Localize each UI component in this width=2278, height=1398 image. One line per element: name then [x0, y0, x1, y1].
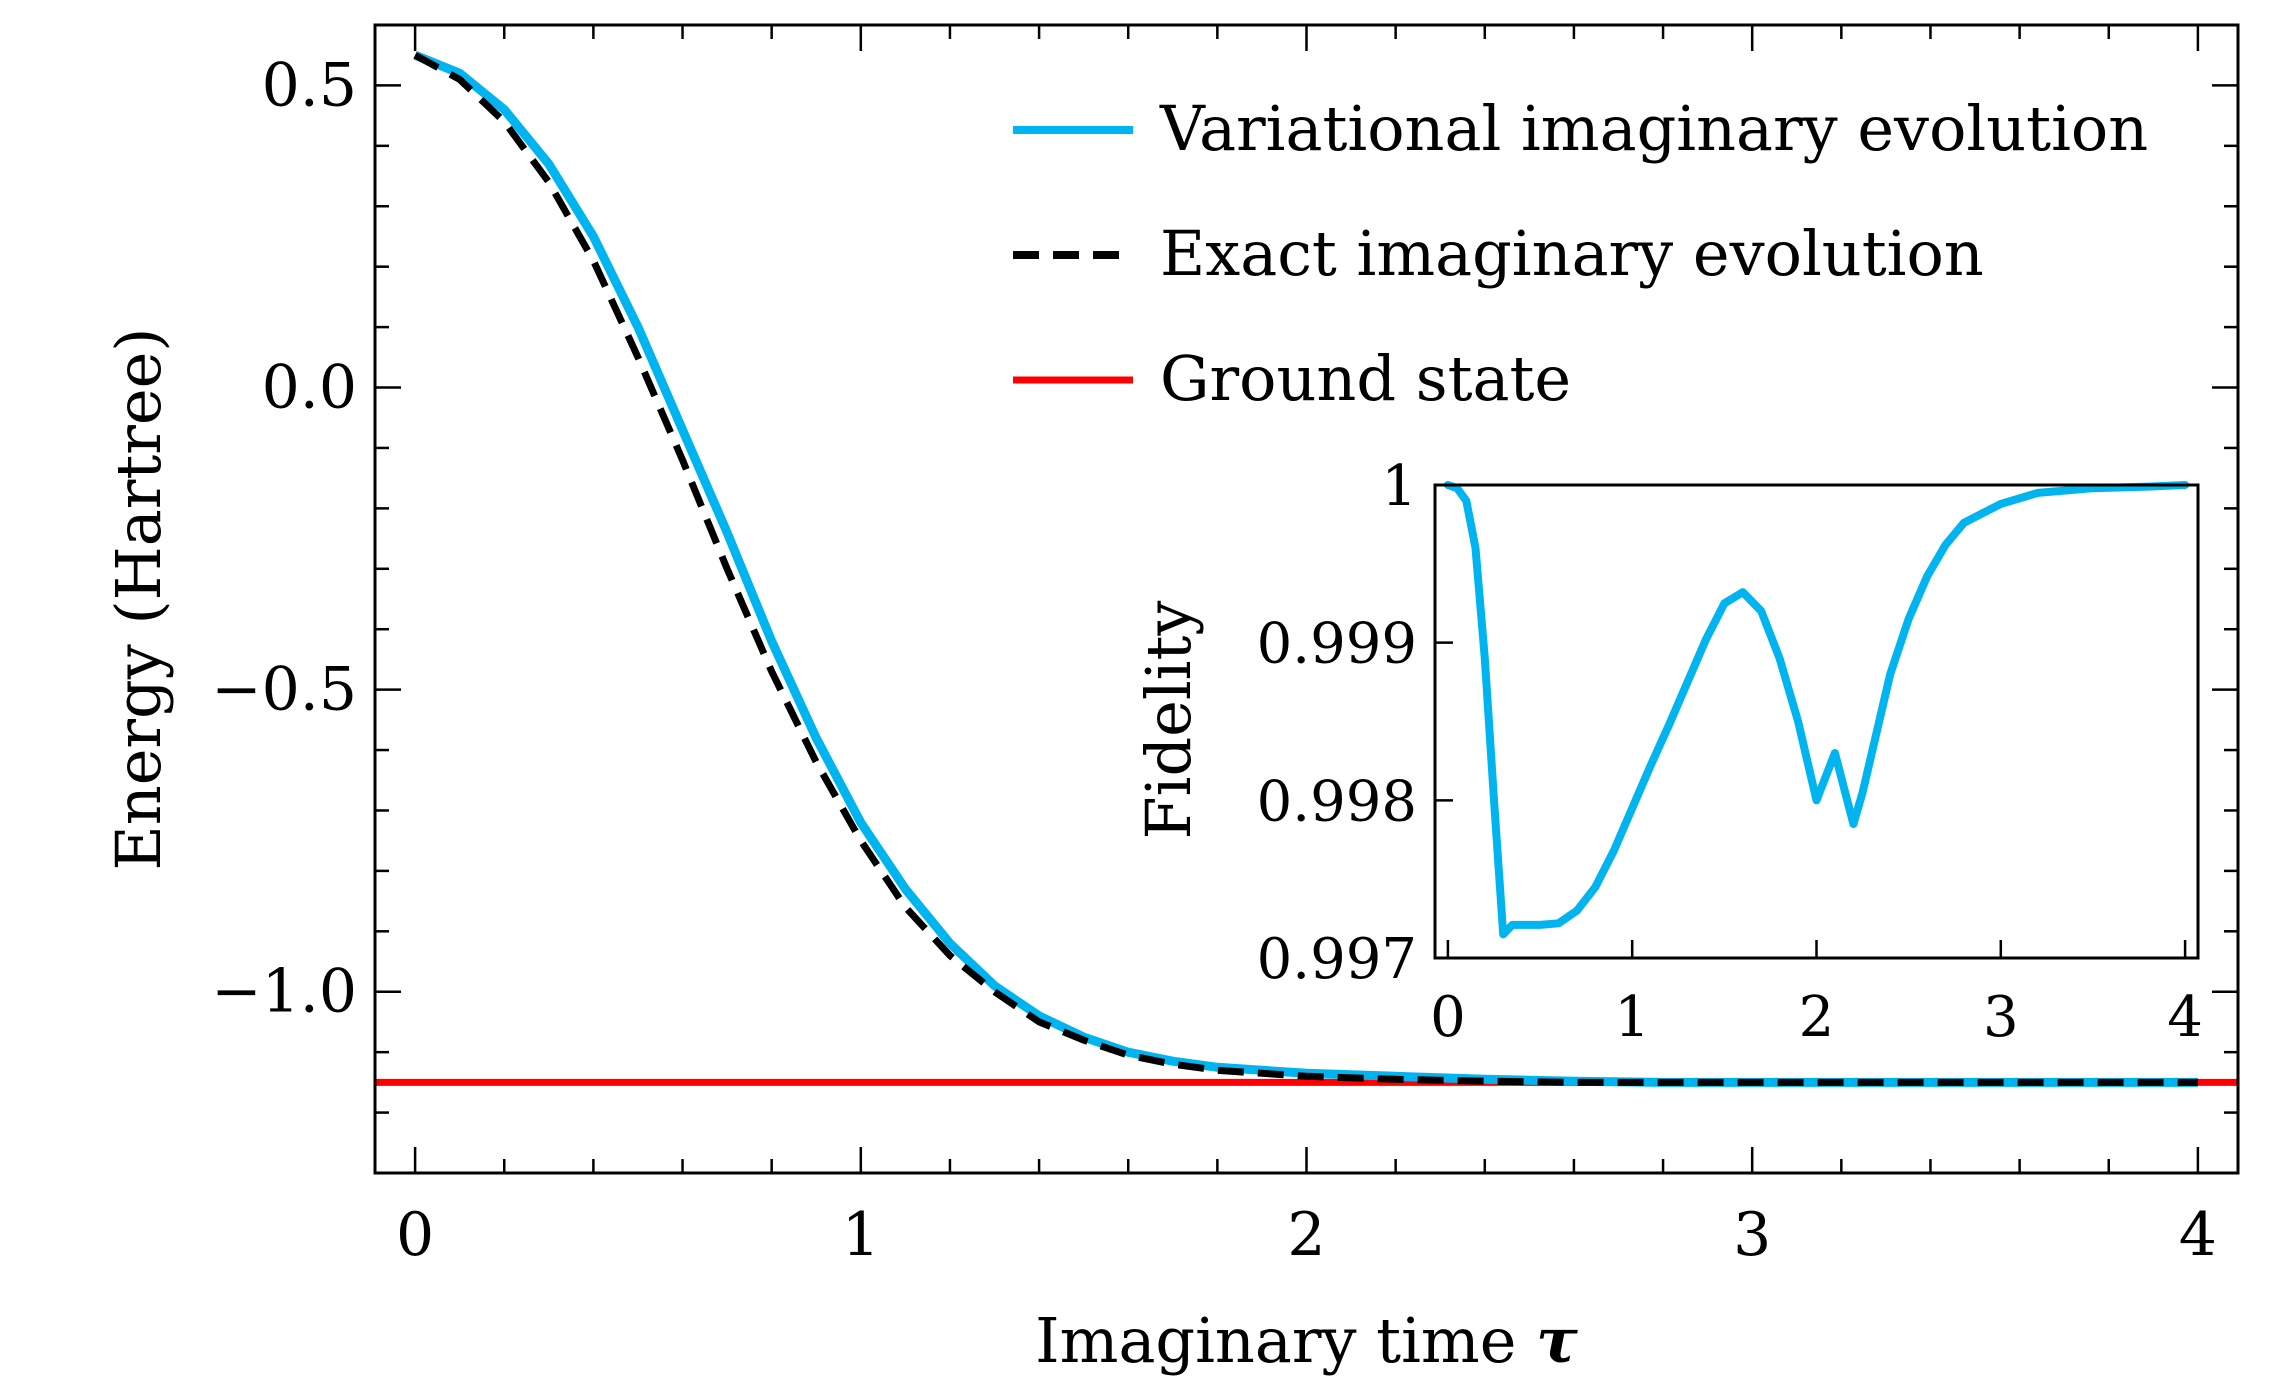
inset-y-axis-label: Fidelity: [1132, 601, 1205, 840]
legend: Variational imaginary evolution Exact ima…: [1013, 92, 2148, 415]
y-tick-label: −0.5: [211, 655, 357, 725]
inset-x-tick-label: 2: [1799, 985, 1835, 1050]
inset-y-tick-label: 0.999: [1257, 612, 1417, 677]
inset-x-tick-label: 0: [1430, 985, 1466, 1050]
legend-label-2: Ground state: [1160, 342, 1571, 415]
x-axis-symbol: τ: [1536, 1304, 1578, 1377]
legend-label-0: Variational imaginary evolution: [1159, 92, 2148, 165]
x-tick-label: 3: [1733, 1200, 1771, 1270]
x-axis-label: Imaginary time τ: [1035, 1304, 1578, 1377]
inset-x-tick-label: 1: [1614, 985, 1650, 1050]
x-axis-label-text: Imaginary time: [1035, 1304, 1536, 1377]
x-tick-label: 0: [396, 1200, 434, 1270]
legend-label-1: Exact imaginary evolution: [1160, 217, 1984, 290]
inset-y-tick-label: 0.998: [1257, 769, 1417, 834]
y-tick-label: 0.0: [262, 353, 357, 423]
inset-y-tick-label: 0.997: [1257, 927, 1417, 992]
main-plot: 0 1 2 3 4 0.5 0.0 −0.5 −1.0 Imaginary time τ Energ…: [102, 23, 2240, 1377]
inset-x-tick-label: 3: [1983, 985, 2019, 1050]
x-tick-label: 2: [1287, 1200, 1325, 1270]
inset-plot: 0 1 2 3 4 1 0.999 0.998 0.997 Fidelity: [1132, 454, 2203, 1050]
y-tick-label: 0.5: [262, 50, 357, 120]
series-line-1: [413, 52, 2198, 1086]
inset-y-tick-label: 1: [1381, 454, 1417, 519]
inset-background: [1435, 485, 2198, 958]
inset-series-line: [1443, 481, 2190, 939]
y-axis-label: Energy (Hartree): [102, 328, 175, 871]
inset-x-tick-label: 4: [2167, 985, 2203, 1050]
y-tick-label: −1.0: [211, 957, 357, 1027]
x-tick-label: 1: [842, 1200, 880, 1270]
x-tick-label: 4: [2179, 1200, 2217, 1270]
series-line-0: [413, 51, 2198, 1087]
